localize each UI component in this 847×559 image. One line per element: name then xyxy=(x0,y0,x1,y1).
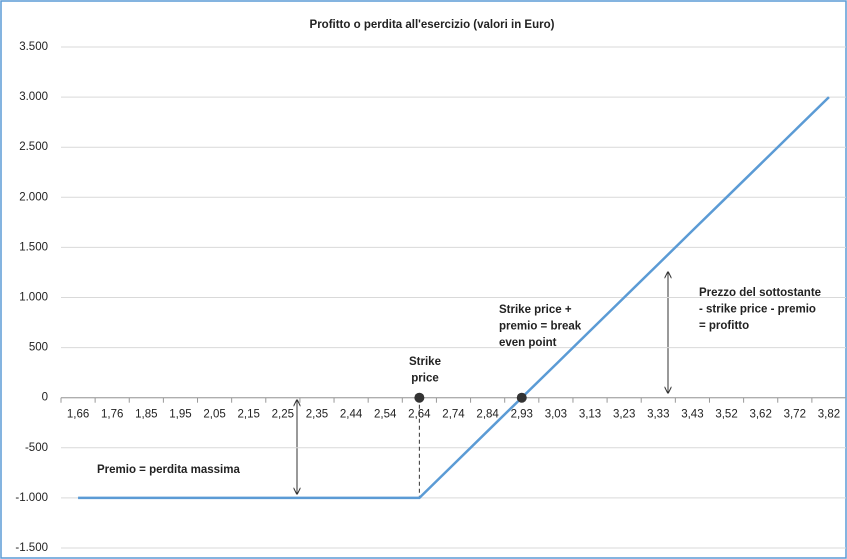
marker-point xyxy=(414,392,425,403)
annotation: even point xyxy=(499,337,557,349)
x-tick-label: 3,23 xyxy=(613,409,635,421)
chart-title: Profitto o perdita all'esercizio (valori… xyxy=(310,19,555,31)
x-tick-label: 1,85 xyxy=(135,409,157,421)
x-tick-label: 2,84 xyxy=(476,409,499,421)
y-tick-label: 500 xyxy=(29,342,48,354)
data-line xyxy=(78,96,830,500)
y-tick-label: 1.000 xyxy=(19,292,48,304)
marker-point xyxy=(516,392,527,403)
y-tick-label: -1.500 xyxy=(15,542,48,554)
x-tick-label: 1,76 xyxy=(101,409,123,421)
x-tick-label: 2,35 xyxy=(306,409,328,421)
annotation: Prezzo del sottostante xyxy=(699,287,821,299)
annotation: Strike price + xyxy=(499,304,572,316)
y-tick-label: 2.500 xyxy=(19,141,48,153)
x-tick-label: 3,43 xyxy=(681,409,703,421)
annotation: - strike price - premio xyxy=(699,304,816,316)
x-tick-label: 1,95 xyxy=(169,409,191,421)
y-tick-label: -1.000 xyxy=(15,492,48,504)
x-tick-label: 3,72 xyxy=(784,409,806,421)
x-tick-label: 3,82 xyxy=(818,409,840,421)
x-tick-label: 2,25 xyxy=(272,409,294,421)
x-tick-label: 2,05 xyxy=(203,409,225,421)
x-tick-label: 2,93 xyxy=(511,409,533,421)
x-tick-label: 2,15 xyxy=(238,409,260,421)
x-tick-label: 2,44 xyxy=(340,409,363,421)
x-tick-label: 3,03 xyxy=(545,409,567,421)
y-tick-label: 3.500 xyxy=(19,41,48,53)
x-tick-label: 3,52 xyxy=(715,409,737,421)
y-tick-label: 0 xyxy=(42,392,48,404)
x-tick-label: 3,33 xyxy=(647,409,669,421)
x-tick-label: 3,62 xyxy=(749,409,771,421)
y-tick-label: 1.500 xyxy=(19,241,48,253)
annotation: premio = break xyxy=(499,321,582,333)
y-tick-label: -500 xyxy=(25,442,48,454)
x-tick-label: 1,66 xyxy=(67,409,89,421)
annotation: price xyxy=(411,373,439,385)
annotation: = profitto xyxy=(699,320,749,332)
y-tick-label: 3.000 xyxy=(19,91,48,103)
annotation: Premio = perdita massima xyxy=(97,464,240,476)
x-tick-label: 3,13 xyxy=(579,409,601,421)
annotation: Strike xyxy=(409,356,441,368)
x-tick-label: 2,54 xyxy=(374,409,397,421)
y-tick-label: 2.000 xyxy=(19,191,48,203)
x-tick-label: 2,74 xyxy=(442,409,465,421)
